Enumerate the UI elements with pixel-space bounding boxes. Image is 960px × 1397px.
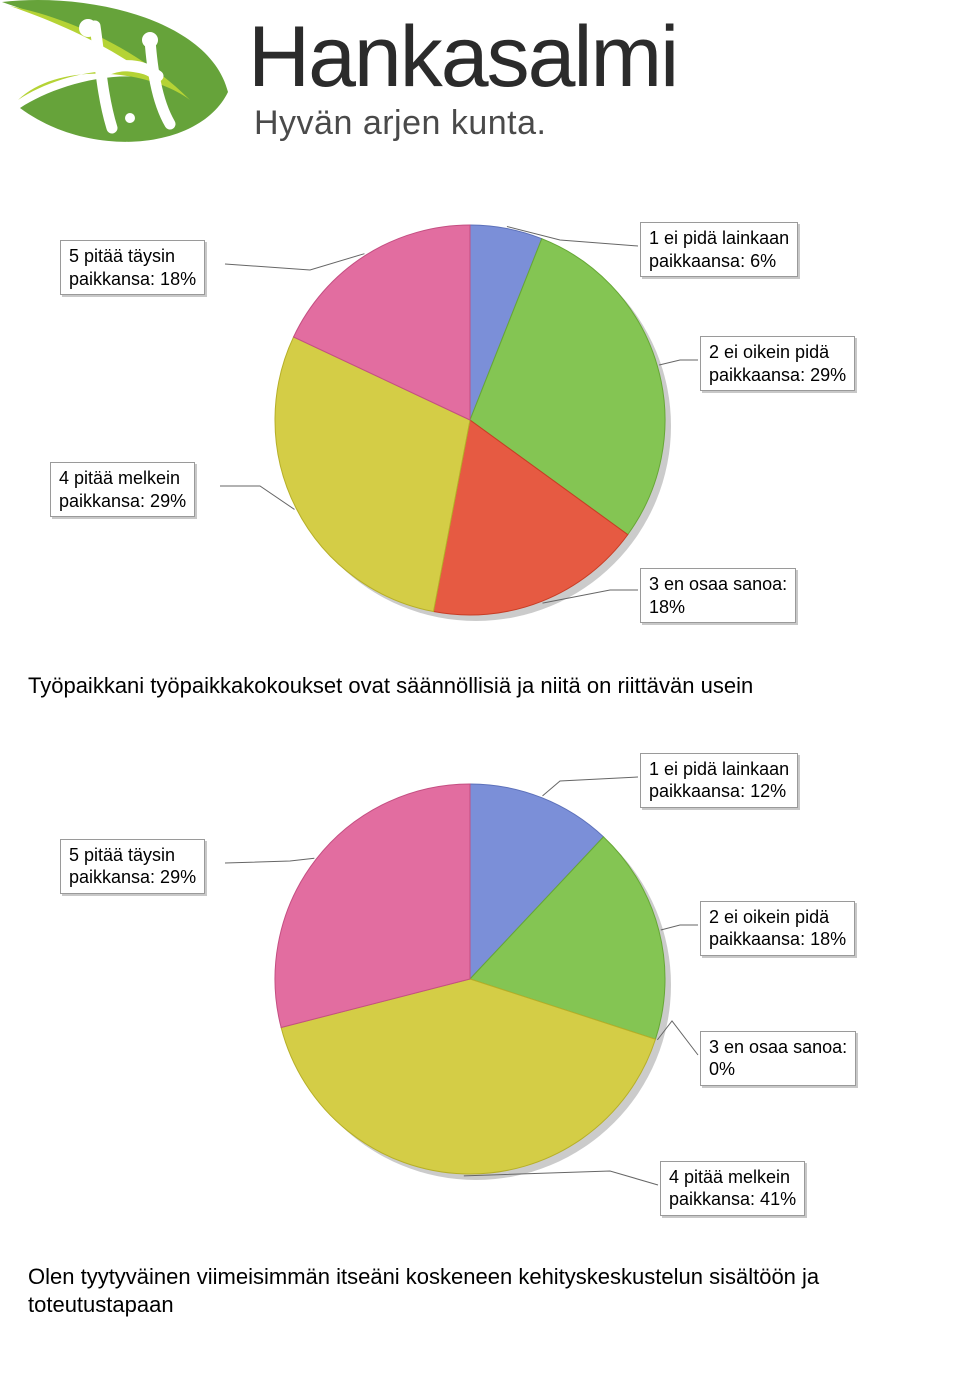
callout-line: 5 pitää täysin (69, 246, 175, 266)
callout-line: 18% (649, 597, 685, 617)
callout-line: paikkaansa: 18% (709, 929, 846, 949)
callout-chart2-s2: 2 ei oikein pidä paikkaansa: 18% (700, 901, 855, 956)
callout-line: paikkansa: 41% (669, 1189, 796, 1209)
callout-chart1-s3: 3 en osaa sanoa: 18% (640, 568, 796, 623)
callout-chart1-s5: 5 pitää täysin paikkansa: 18% (60, 240, 205, 295)
callout-chart1-s4: 4 pitää melkein paikkansa: 29% (50, 462, 195, 517)
chart-1-section: 5 pitää täysin paikkansa: 18% 1 ei pidä … (0, 160, 960, 660)
callout-line: 3 en osaa sanoa: (649, 574, 787, 594)
callout-line: 4 pitää melkein (669, 1167, 790, 1187)
question-3: Olen tyytyväinen viimeisimmän itseäni ko… (0, 1251, 960, 1330)
pie-chart-1 (0, 160, 960, 660)
leaf-icon (0, 0, 240, 160)
callout-line: paikkansa: 29% (59, 491, 186, 511)
callout-line: 5 pitää täysin (69, 845, 175, 865)
callout-chart1-s1: 1 ei pidä lainkaan paikkaansa: 6% (640, 222, 798, 277)
callout-line: paikkaansa: 29% (709, 365, 846, 385)
callout-line: paikkaansa: 12% (649, 781, 786, 801)
question-2: Työpaikkani työpaikkakokoukset ovat sään… (0, 660, 960, 711)
callout-chart2-s3: 3 en osaa sanoa: 0% (700, 1031, 856, 1086)
chart-2-section: 1 ei pidä lainkaan paikkaansa: 12% 5 pit… (0, 711, 960, 1251)
callout-chart1-s2: 2 ei oikein pidä paikkaansa: 29% (700, 336, 855, 391)
callout-line: paikkansa: 18% (69, 269, 196, 289)
callout-line: 1 ei pidä lainkaan (649, 759, 789, 779)
callout-line: 2 ei oikein pidä (709, 907, 829, 927)
callout-line: paikkansa: 29% (69, 867, 196, 887)
callout-line: 2 ei oikein pidä (709, 342, 829, 362)
pie-chart-2 (0, 711, 960, 1251)
brand-name: Hankasalmi (248, 14, 677, 100)
callout-line: paikkaansa: 6% (649, 251, 776, 271)
callout-line: 3 en osaa sanoa: (709, 1037, 847, 1057)
callout-chart2-s4: 4 pitää melkein paikkansa: 41% (660, 1161, 805, 1216)
callout-line: 0% (709, 1059, 735, 1079)
header: Hankasalmi Hyvän arjen kunta. (0, 0, 960, 160)
callout-line: 1 ei pidä lainkaan (649, 228, 789, 248)
callout-line: 4 pitää melkein (59, 468, 180, 488)
callout-chart2-s5: 5 pitää täysin paikkansa: 29% (60, 839, 205, 894)
page: Hankasalmi Hyvän arjen kunta. 5 pitää tä… (0, 0, 960, 1330)
callout-chart2-s1: 1 ei pidä lainkaan paikkaansa: 12% (640, 753, 798, 808)
logo-leaf (0, 0, 240, 160)
brand-tagline: Hyvän arjen kunta. (254, 104, 677, 143)
brand-text: Hankasalmi Hyvän arjen kunta. (240, 0, 677, 143)
